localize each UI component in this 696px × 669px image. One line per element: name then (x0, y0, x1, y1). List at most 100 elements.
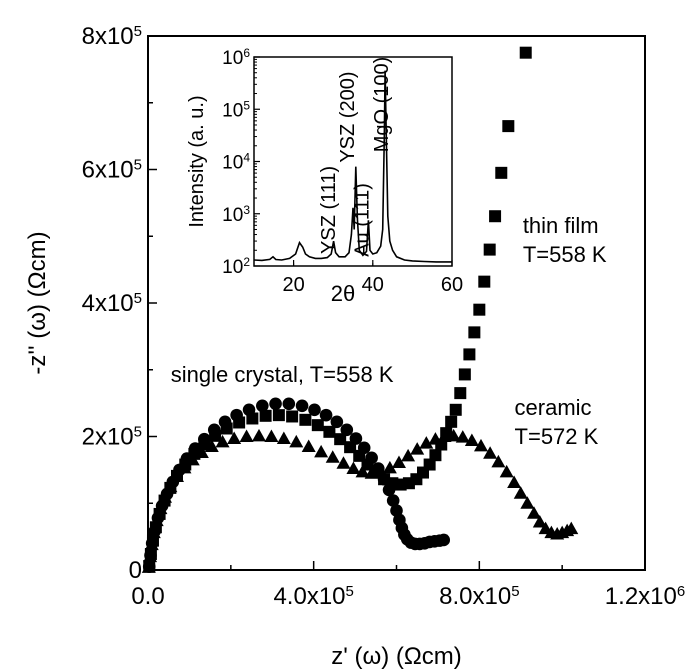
y-tick-label: 8x105 (82, 23, 142, 51)
data-point-square (454, 387, 467, 400)
inset-x-axis-label: 2θ (331, 281, 355, 306)
data-point-square (323, 425, 336, 438)
x-axis-label: z' (ω) (Ωcm) (331, 643, 462, 669)
data-point-triangle (314, 444, 329, 458)
data-point-triangle (177, 460, 192, 474)
data-point-circle (308, 403, 321, 417)
data-point-square (209, 429, 222, 442)
inset-y-axis-label: Intensity (a. u.) (186, 95, 208, 227)
data-point-triangle (382, 460, 397, 474)
data-point-triangle (157, 490, 172, 503)
data-point-square (233, 416, 246, 429)
peak-label: MgO (100) (371, 57, 393, 153)
data-point-triangle (251, 428, 266, 442)
data-point-triangle (455, 430, 470, 443)
main-nyquist-plot: 0.0 4.0x105 8.0x105 1.2x106 0 2x105 4x105 6x10… (24, 23, 685, 669)
data-point-square (220, 422, 233, 435)
data-point-triangle (276, 431, 291, 445)
x-tick-label: 0.0 (131, 583, 164, 610)
inset-peak-labels: YSZ (111) YSZ (200) Au (111) MgO (100) (318, 57, 393, 257)
data-point-triangle (204, 439, 219, 453)
data-point-triangle (473, 438, 488, 452)
x-tick-label: 8.0x105 (439, 583, 519, 611)
inset-y-tick-label: 102 (222, 255, 250, 278)
data-point-square (334, 433, 347, 446)
data-point-square (478, 275, 491, 288)
data-point-square (473, 303, 486, 316)
data-point-circle (330, 415, 344, 429)
data-point-triangle (301, 439, 316, 453)
series-annotation: single crystal, T=558 K (171, 362, 394, 387)
data-point-triangle (215, 434, 230, 448)
data-point-square (449, 403, 462, 416)
inset-y-tick-label: 105 (222, 98, 250, 121)
data-point-triangle (239, 429, 254, 442)
inset-y-tick-label: 106 (222, 46, 250, 69)
data-point-triangle (289, 434, 304, 448)
data-point-square (272, 409, 285, 422)
data-point-circle (437, 533, 451, 547)
data-point-triangle (464, 433, 479, 447)
x-tick-label: 1.2x106 (605, 583, 685, 611)
data-point-triangle (446, 428, 461, 442)
inset-x-tick-label: 60 (441, 274, 463, 296)
data-point-triangle (391, 455, 406, 469)
series-annotation: thin film T=558 K (523, 213, 607, 267)
data-point-square (344, 441, 357, 454)
data-point-triangle (527, 506, 542, 519)
data-point-triangle (520, 496, 535, 509)
y-tick-label: 0 (129, 557, 142, 584)
data-point-square (246, 412, 259, 425)
data-point-triangle (355, 464, 370, 478)
main-data-series (141, 46, 579, 573)
x-tick-label: 4.0x105 (273, 583, 353, 611)
data-point-square (458, 368, 471, 381)
data-point-triangle (153, 501, 168, 515)
data-point-triangle (194, 445, 209, 459)
data-point-triangle (227, 431, 242, 445)
data-point-square (429, 449, 442, 462)
y-tick-label: 2x105 (82, 423, 142, 451)
inset-background (254, 57, 452, 266)
y-tick-label: 6x105 (82, 156, 142, 184)
peak-label: Au (111) (351, 183, 373, 257)
data-point-triangle (564, 521, 579, 535)
data-point-triangle (532, 514, 547, 528)
data-point-triangle (483, 446, 498, 459)
data-point-triangle (419, 436, 434, 449)
data-point-square (495, 166, 508, 179)
inset-x-tick-label: 20 (282, 274, 304, 296)
data-point-triangle (264, 429, 279, 442)
data-point-triangle (325, 450, 340, 463)
data-point-square (519, 46, 532, 59)
data-point-square (445, 415, 458, 428)
inset-y-tick-label: 104 (222, 151, 250, 174)
data-point-square (286, 410, 299, 423)
data-point-triangle (163, 479, 178, 493)
data-point-triangle (373, 464, 388, 478)
inset-plot-frame (253, 56, 453, 267)
data-point-square (311, 419, 324, 432)
data-point-circle (340, 423, 354, 437)
inset-y-tick-label: 103 (222, 203, 250, 226)
inset-xrd-line (253, 70, 452, 263)
data-point-square (463, 348, 476, 361)
data-point-triangle (144, 537, 159, 551)
y-axis-label: -z'' (ω) (Ωcm) (24, 231, 51, 374)
inset-x-tick-label: 40 (362, 274, 384, 296)
main-annotations: thin film T=558 K single crystal, T=558 K c… (171, 213, 607, 449)
data-point-circle (282, 397, 296, 411)
data-point-square (502, 120, 515, 133)
data-point-triangle (149, 513, 164, 527)
inset-x-ticks: 20 40 60 (282, 260, 463, 296)
data-point-square (423, 458, 436, 471)
data-point-triangle (491, 454, 506, 468)
data-point-square (489, 210, 502, 223)
data-point-circle (386, 494, 400, 507)
data-point-triangle (146, 525, 161, 539)
inset-xrd-plot: 102 103 104 105 106 20 40 60 YSZ (111) YSZ (200… (186, 46, 463, 306)
data-point-triangle (141, 560, 156, 573)
data-point-triangle (185, 452, 200, 466)
main-x-ticks: 0.0 4.0x105 8.0x105 1.2x106 (131, 561, 685, 610)
